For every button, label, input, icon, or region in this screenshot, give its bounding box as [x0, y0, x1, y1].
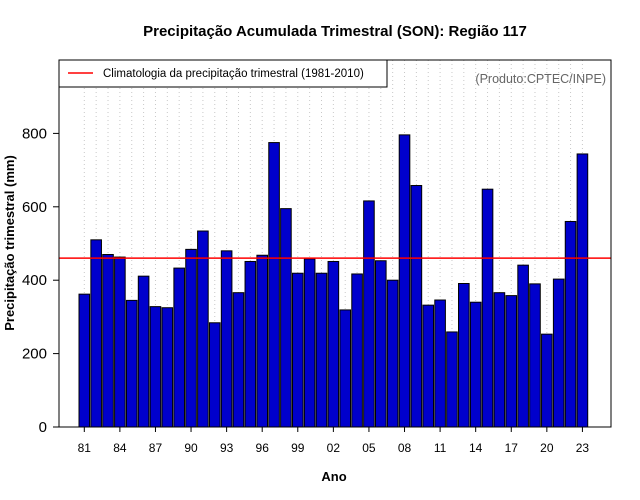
bar-1982 [90, 239, 102, 428]
bar-1985 [125, 299, 138, 428]
bar-2016 [493, 292, 506, 428]
bar-2013 [458, 283, 470, 428]
bar-2018 [517, 264, 529, 428]
x-tick-label: 90 [184, 441, 198, 455]
bar-2014 [469, 301, 482, 428]
x-tick-label: 81 [78, 441, 92, 455]
bar-2000 [303, 258, 316, 428]
y-axis: 0 200 400 600 800 [22, 125, 59, 436]
x-tick-label: 17 [505, 441, 519, 455]
bar-1981 [78, 293, 91, 428]
bar-2010 [422, 304, 435, 428]
y-tick-label: 0 [39, 419, 47, 436]
y-tick-label: 800 [22, 125, 47, 142]
bar-1995 [244, 260, 257, 428]
bar-1993 [220, 250, 233, 428]
bar-2002 [327, 260, 340, 428]
x-tick-label: 23 [576, 441, 590, 455]
x-tick-label: 87 [149, 441, 163, 455]
bar-2019 [529, 283, 541, 428]
bar-1987 [149, 306, 162, 428]
credit-text: (Produto:CPTEC/INPE) [475, 72, 606, 86]
x-tick-label: 84 [113, 441, 127, 455]
bar-1999 [291, 272, 304, 428]
bar-1996 [256, 254, 268, 428]
x-tick-label: 11 [434, 441, 447, 455]
bar-2008 [398, 134, 411, 428]
bar-2011 [434, 299, 446, 428]
x-tick-label: 93 [220, 441, 234, 455]
bar-1997 [268, 142, 280, 428]
x-tick-label: 02 [327, 441, 341, 455]
bar-2020 [541, 333, 553, 428]
bar-2015 [481, 188, 494, 428]
chart-title: Precipitação Acumulada Trimestral (SON):… [143, 23, 527, 40]
bar-1989 [173, 267, 185, 428]
x-tick-label: 05 [362, 441, 376, 455]
bar-2022 [564, 220, 577, 428]
bar-2005 [363, 200, 375, 428]
bar-2012 [446, 331, 458, 428]
bar-1983 [102, 254, 114, 428]
bar-1988 [161, 307, 174, 428]
bar-1998 [280, 208, 292, 428]
bar-2023 [576, 153, 589, 428]
bar-2001 [315, 272, 328, 428]
legend: Climatologia da precipitação trimestral … [58, 59, 388, 88]
bars [78, 134, 589, 428]
bar-1991 [197, 230, 209, 428]
bar-2007 [386, 279, 399, 428]
x-tick-label: 99 [291, 441, 305, 455]
x-tick-label: 14 [469, 441, 483, 455]
bar-1986 [137, 275, 150, 428]
x-axis-label: Ano [321, 469, 346, 484]
y-tick-label: 600 [22, 199, 47, 216]
y-tick-label: 200 [22, 346, 47, 363]
x-tick-label: 08 [398, 441, 412, 455]
x-axis: 81 84 87 90 93 96 99 02 05 08 11 14 17 20 23 [78, 427, 590, 455]
y-tick-label: 400 [22, 272, 47, 289]
x-tick-label: 20 [540, 441, 554, 455]
bar-2003 [339, 309, 352, 428]
bar-2004 [351, 273, 363, 428]
bar-1990 [185, 248, 197, 428]
bar-2017 [505, 295, 518, 428]
x-tick-label: 96 [256, 441, 270, 455]
bar-2021 [552, 278, 565, 428]
bar-1992 [208, 322, 221, 428]
legend-box [58, 59, 388, 88]
y-axis-label: Precipitação trimestral (mm) [2, 155, 17, 331]
legend-label: Climatologia da precipitação trimestral … [103, 68, 364, 80]
bar-2009 [410, 185, 423, 428]
bar-1984 [114, 256, 126, 428]
bar-2006 [375, 260, 387, 428]
bar-1994 [232, 292, 245, 428]
